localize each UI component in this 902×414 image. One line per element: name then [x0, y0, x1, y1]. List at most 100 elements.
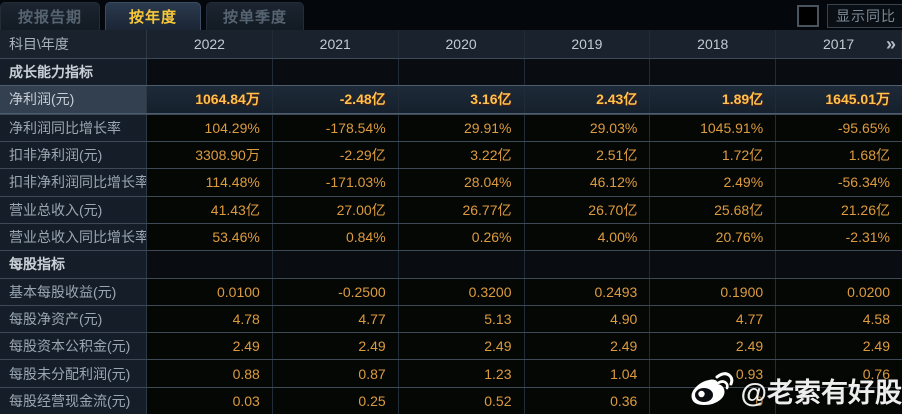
cell-value: 114.48%	[147, 169, 273, 196]
cell-value: 4.90	[524, 305, 651, 333]
cell-value: -2.31%	[776, 223, 902, 251]
cell-value: 41.43亿	[147, 196, 273, 223]
cell-value	[147, 59, 273, 86]
year-header: 2017	[776, 30, 902, 58]
show-yoy-checkbox[interactable]	[797, 5, 819, 27]
row-label: 营业总收入同比增长率	[0, 223, 147, 251]
cell-value: 4.77	[272, 305, 399, 333]
table-row[interactable]: 每股净资产(元) 4.78 4.77 5.13 4.90 4.77 4.58	[0, 304, 902, 333]
corner-header-label: 科目\年度	[0, 30, 147, 58]
tab-report-period[interactable]: 按报告期	[0, 2, 100, 30]
row-label: 扣非净利润(元)	[0, 141, 147, 169]
cell-value	[147, 251, 273, 278]
cell-value: -2.48亿	[272, 86, 399, 113]
table-row[interactable]: 营业总收入(元) 41.43亿 27.00亿 26.77亿 26.70亿 25.68亿 21…	[0, 195, 902, 223]
cell-value	[776, 59, 902, 86]
cell-value: 0.3200	[398, 278, 525, 305]
year-header: 2021	[273, 30, 399, 58]
table-row: 成长能力指标	[0, 58, 902, 86]
cell-value: 2.49	[524, 333, 651, 360]
cell-value: 0.76	[776, 360, 902, 387]
cell-value: 3.22亿	[398, 141, 525, 169]
cell-value: -178.54%	[272, 114, 399, 141]
table-row[interactable]: 扣非净利润(元) 3308.90万 -2.29亿 3.22亿 2.51亿 1.72亿 1.6…	[0, 140, 902, 169]
table-row[interactable]: 每股资本公积金(元) 2.49 2.49 2.49 2.49 2.49 2.49	[0, 332, 902, 360]
cell-value	[776, 387, 902, 414]
table-row[interactable]: 营业总收入同比增长率 53.46% 0.84% 0.26% 4.00% 20.76% -2.…	[0, 222, 902, 251]
more-years-icon[interactable]: »	[885, 33, 896, 54]
cell-value: 3308.90万	[147, 141, 273, 169]
year-header: 2022	[147, 30, 273, 58]
cell-value: 26.70亿	[524, 196, 651, 223]
cell-value: 0.84%	[272, 223, 399, 251]
period-tabbar: 按报告期 按年度 按单季度 显示同比	[0, 0, 902, 30]
row-label: 每股指标	[0, 251, 147, 278]
cell-value: 0.03	[147, 387, 273, 414]
cell-value: 29.91%	[398, 114, 525, 141]
cell-value: 27.00亿	[272, 196, 399, 223]
table-row[interactable]: 净利润(元) 1064.84万 -2.48亿 3.16亿 2.43亿 1.89亿 1645.…	[0, 85, 902, 114]
cell-value: 1.23	[398, 360, 525, 387]
cell-value: 1645.01万	[776, 86, 902, 113]
cell-value: 0	[650, 387, 777, 414]
cell-value: -2.29亿	[272, 141, 399, 169]
table-row: 每股指标	[0, 250, 902, 278]
row-label: 扣非净利润同比增长率	[0, 169, 147, 196]
cell-value: 0.1900	[650, 278, 777, 305]
cell-value: 4.58	[776, 305, 902, 333]
cell-value: 4.00%	[524, 223, 651, 251]
cell-value: 1.04	[524, 360, 651, 387]
cell-value: 0.2493	[524, 278, 651, 305]
row-label: 每股经营现金流(元)	[0, 387, 147, 414]
tab-annual[interactable]: 按年度	[105, 2, 201, 30]
cell-value: -56.34%	[776, 169, 902, 196]
cell-value: 2.49%	[650, 169, 777, 196]
table-header-row: 科目\年度 2022 2021 2020 2019 2018 2017 »	[0, 30, 902, 58]
cell-value	[524, 251, 651, 278]
cell-value: 3.16亿	[398, 86, 525, 113]
tab-single-quarter[interactable]: 按单季度	[206, 2, 304, 30]
row-label: 基本每股收益(元)	[0, 278, 147, 305]
cell-value: 0.52	[398, 387, 525, 414]
table-row[interactable]: 净利润同比增长率 104.29% -178.54% 29.91% 29.03% 1045.…	[0, 113, 902, 141]
table-row[interactable]: 基本每股收益(元) 0.0100 -0.2500 0.3200 0.2493 0.1900…	[0, 277, 902, 305]
table-row[interactable]: 每股经营现金流(元) 0.03 0.25 0.52 0.36 0	[0, 386, 902, 414]
row-label: 净利润同比增长率	[0, 114, 147, 141]
table-row[interactable]: 扣非净利润同比增长率 114.48% -171.03% 28.04% 46.12% 2.4…	[0, 168, 902, 196]
cell-value: 25.68亿	[650, 196, 777, 223]
cell-value: 2.49	[776, 333, 902, 360]
row-label: 每股资本公积金(元)	[0, 333, 147, 360]
financial-data-table: 科目\年度 2022 2021 2020 2019 2018 2017 » 成长…	[0, 30, 902, 414]
cell-value	[272, 59, 399, 86]
cell-value: 2.49	[398, 333, 525, 360]
cell-value	[776, 251, 902, 278]
cell-value: 0.88	[147, 360, 273, 387]
row-label: 净利润(元)	[0, 86, 147, 113]
cell-value	[398, 251, 525, 278]
cell-value: 0.0100	[147, 278, 273, 305]
cell-value: 2.51亿	[524, 141, 651, 169]
cell-value	[650, 59, 777, 86]
table-row[interactable]: 每股未分配利润(元) 0.88 0.87 1.23 1.04 0.93 0.76	[0, 359, 902, 387]
row-label: 每股未分配利润(元)	[0, 360, 147, 387]
cell-value: 53.46%	[147, 223, 273, 251]
cell-value: 104.29%	[147, 114, 273, 141]
cell-value: 1045.91%	[650, 114, 777, 141]
cell-value: 5.13	[398, 305, 525, 333]
cell-value: -95.65%	[776, 114, 902, 141]
cell-value: -0.2500	[272, 278, 399, 305]
cell-value: 4.78	[147, 305, 273, 333]
cell-value: 1.89亿	[650, 86, 777, 113]
cell-value: 26.77亿	[398, 196, 525, 223]
cell-value: 21.26亿	[776, 196, 902, 223]
cell-value: 4.77	[650, 305, 777, 333]
cell-value: 1.72亿	[650, 141, 777, 169]
cell-value: 0.25	[272, 387, 399, 414]
show-yoy-label[interactable]: 显示同比	[827, 4, 902, 28]
cell-value: 1.68亿	[776, 141, 902, 169]
cell-value	[524, 59, 651, 86]
cell-value: 1064.84万	[147, 86, 273, 113]
cell-value: 0.36	[524, 387, 651, 414]
row-label: 成长能力指标	[0, 59, 147, 86]
